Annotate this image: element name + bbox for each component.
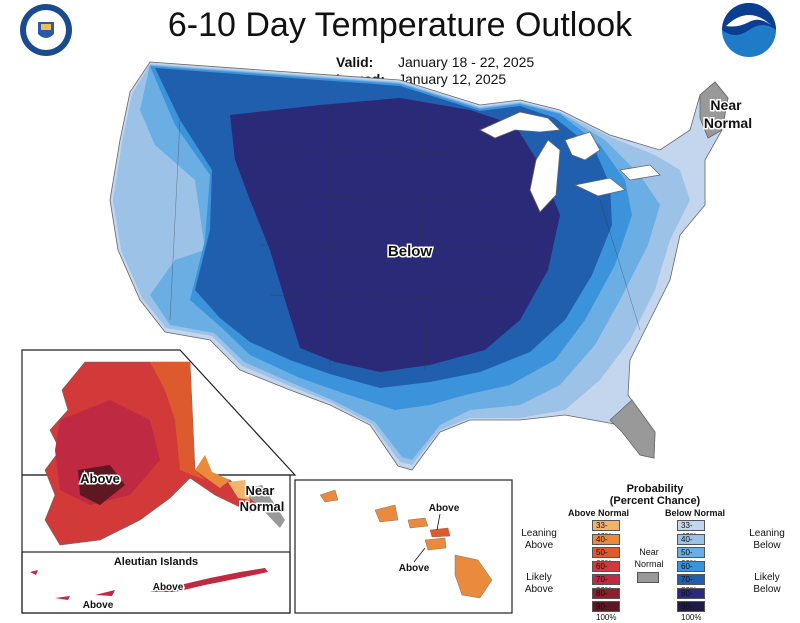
- leaning-above-group: Leaning Above: [514, 528, 564, 552]
- above-class-row: 70-80%: [592, 574, 620, 595]
- aleutian-above-label-1: Above: [153, 582, 184, 593]
- above-class-row: 80-90%: [592, 587, 620, 609]
- valid-dates: January 18 - 22, 2025: [398, 54, 535, 70]
- below-class-label: 90-100%: [681, 602, 702, 622]
- near-normal-line2: Normal: [634, 559, 664, 569]
- below-class-row: 90-100%: [677, 601, 705, 622]
- likely-above-line2: Above: [524, 584, 554, 595]
- valid-line: Valid: January 18 - 22, 2025: [336, 54, 534, 70]
- alaska-near-normal-label-2: Normal: [240, 499, 285, 514]
- above-class-swatch: [592, 533, 620, 545]
- above-normal-header: Above Normal: [568, 508, 630, 518]
- below-class-row: 40-50%: [677, 533, 705, 555]
- conus-near-normal-label-1: Near: [710, 97, 742, 113]
- leaning-below-line1: Leaning: [749, 528, 785, 539]
- likely-below-line2: Below: [753, 584, 781, 595]
- alaska-near-normal-label-1: Near: [246, 483, 275, 498]
- conus-near-normal-label-2: Normal: [704, 115, 752, 131]
- above-class-row: 60-70%: [592, 560, 620, 582]
- below-class-swatch: [677, 601, 705, 612]
- alaska-region-90-100-above: [78, 465, 125, 505]
- likely-above-line1: Likely: [526, 572, 552, 583]
- conus-below-label: Below: [388, 243, 433, 260]
- alaska-above-label: Above: [80, 471, 120, 486]
- conus-near-normal-maine: [699, 81, 729, 139]
- leaning-below-line2: Below: [753, 540, 781, 551]
- above-class-row: 50-60%: [592, 547, 620, 568]
- aleutian-inset: Aleutian Islands Above Above: [21, 551, 291, 614]
- page-title: 6-10 Day Temperature Outlook: [167, 6, 633, 44]
- above-class-swatch: [592, 574, 620, 585]
- above-class-swatch: [592, 547, 620, 558]
- leaning-below-group: Leaning Below: [742, 528, 792, 552]
- hawaii-above-label-2: Above: [399, 563, 430, 574]
- leaning-above-line1: Leaning: [521, 528, 557, 539]
- legend-title-line1: Probability: [626, 483, 684, 495]
- alaska-panhandle-33-40-above: [228, 480, 250, 500]
- legend-title-line2: (Percent Chance): [609, 495, 701, 507]
- below-class-row: 70-80%: [677, 574, 705, 595]
- below-class-row: 60-70%: [677, 560, 705, 582]
- near-normal-line1: Near: [639, 547, 659, 557]
- below-normal-header: Below Normal: [665, 508, 726, 518]
- great-lakes: [479, 111, 661, 213]
- hawaii-above-label-1: Above: [429, 503, 460, 514]
- hawaii-region-60-70-above: [430, 528, 450, 537]
- above-class-label: 90-100%: [596, 602, 617, 622]
- hawaii-inset: Above Above: [294, 479, 513, 614]
- aleutian-islands: [30, 568, 268, 600]
- leaning-above-line2: Above: [524, 540, 554, 551]
- below-class-swatch: [677, 547, 705, 558]
- noaa-logo: [722, 3, 776, 57]
- near-normal-legend: Near Normal: [628, 546, 670, 570]
- above-class-swatch: [592, 587, 620, 599]
- state-borders: [169, 99, 641, 371]
- below-class-row: 80-90%: [677, 587, 705, 609]
- below-class-swatch: [677, 520, 705, 531]
- above-class-swatch: [592, 560, 620, 572]
- above-class-swatch: [592, 601, 620, 612]
- below-class-swatch: [677, 560, 705, 572]
- legend-title: Probability (Percent Chance): [585, 483, 725, 507]
- conus-region-80-90-below: [230, 98, 560, 372]
- below-class-swatch: [677, 533, 705, 545]
- department-of-commerce-seal: [20, 4, 72, 56]
- above-class-swatch: [592, 520, 620, 531]
- below-class-swatch: [677, 587, 705, 599]
- conus-near-normal-florida: [609, 399, 656, 459]
- below-class-row: 50-60%: [677, 547, 705, 568]
- aleutian-title: Aleutian Islands: [114, 556, 198, 568]
- below-class-swatch: [677, 574, 705, 585]
- valid-label: Valid:: [336, 54, 374, 70]
- hawaii-islands: [319, 489, 493, 599]
- above-class-row: 90-100%: [592, 601, 620, 622]
- likely-below-line1: Likely: [754, 572, 780, 583]
- below-class-row: 33-40%: [677, 520, 705, 541]
- likely-below-group: Likely Below: [742, 572, 792, 596]
- alaska-region-40-50-above: [195, 455, 230, 488]
- above-class-row: 33-40%: [592, 520, 620, 541]
- likely-above-group: Likely Above: [514, 572, 564, 596]
- alaska-region-60-70-above: [150, 362, 205, 480]
- issued-dates: January 12, 2025: [398, 71, 507, 87]
- alaska-inset: Above Near Normal: [21, 349, 297, 614]
- alaska-panhandle-near-normal: [240, 485, 285, 528]
- aleutian-above-label-2: Above: [83, 600, 114, 611]
- near-normal-swatch: [637, 572, 659, 583]
- above-class-row: 40-50%: [592, 533, 620, 555]
